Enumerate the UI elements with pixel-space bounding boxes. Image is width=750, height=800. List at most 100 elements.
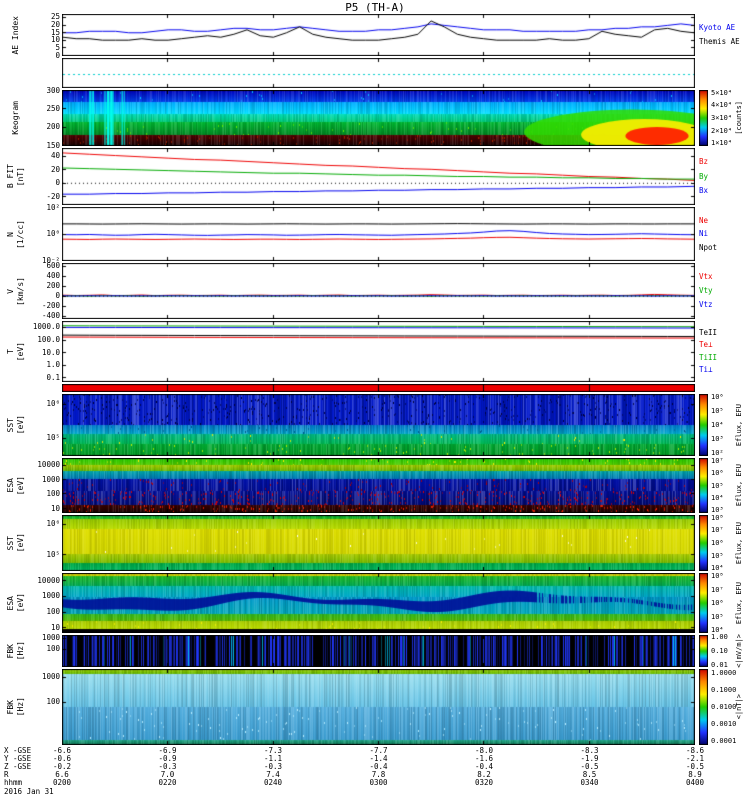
sst_ion-colorbar-tick: 10²	[711, 448, 724, 457]
axis-value: 0300	[369, 778, 388, 787]
sst_elec-colorbar	[699, 515, 708, 571]
axis-value: -0.3	[158, 762, 177, 771]
sst_elec-ylabel-unit: [eV]	[15, 533, 25, 553]
sst_ion-colorbar-tick: 10³	[711, 434, 724, 443]
ae-ylabel-text: AE Index	[10, 15, 20, 55]
t-legend-2: TiII	[699, 352, 718, 362]
n-plot-canvas	[62, 207, 695, 261]
sst_elec-colorbar-tick: 10⁸	[711, 513, 724, 522]
t-legend-0: TeII	[699, 328, 718, 338]
fbk_b-colorbar-tick: 0.0010	[711, 720, 737, 729]
panel-n: N [1/cc] 10² 10⁰ 10⁻² Ne Ni Npot	[0, 203, 750, 265]
v-plot-canvas	[62, 263, 695, 319]
sst_ion-ylabel-text: SST	[5, 417, 15, 433]
axis-value: -6.6	[52, 746, 72, 755]
panel-sst_elec: SST [eV] 10⁶ 10⁵ 10⁸ 10⁷ 10⁶ 10⁵ 10⁴ Eflux, EFU	[0, 513, 750, 573]
n-legend-1: Ni	[699, 229, 709, 238]
axis-value: 0400	[685, 778, 705, 787]
panel-ae: AE Index 25 20 15 10 5 0 Kyoto AE Themis AE	[0, 13, 750, 60]
ae-ytick: 10	[50, 35, 60, 45]
axis-value: 0200	[52, 778, 72, 787]
sst_elec-colorbar-tick: 10⁷	[711, 526, 724, 535]
axis-row-label-0: X -GSE	[4, 746, 32, 755]
n-ylabel-text: N	[5, 231, 15, 237]
ae-legend-1: Themis AE	[699, 37, 740, 46]
t-ytick: 0.1	[46, 373, 60, 383]
axis-value: 0340	[580, 778, 599, 787]
axis-value: 7.4	[266, 770, 280, 779]
esa_elec-colorbar-tick: 10⁴	[711, 626, 724, 634]
t-legend-3: Ti⊥	[699, 364, 713, 374]
esa_ion-colorbar	[699, 458, 708, 513]
keogram-ylabel: Keogram	[3, 90, 27, 146]
keogram-colorbar-tick: 4×10⁴	[711, 101, 733, 110]
bfit-ylabel-text: B FIT	[5, 164, 15, 189]
ae-plot-canvas	[62, 14, 695, 56]
esa_ion-ylabel-text: ESA	[5, 478, 15, 493]
keogram-colorbar-unit-text: [counts]	[735, 101, 743, 135]
roi-plot-canvas	[62, 384, 695, 392]
axis-value: -1.4	[369, 754, 388, 763]
panel-t: T [eV] 1000.0 100.0 10.0 1.0 0.1 TeII Te⊥ TiII Ti⊥	[0, 321, 750, 382]
panel-fbk_e: FBK [Hz] 1000 100 1.00 0.10 0.01 <|mV/m|>	[0, 632, 750, 669]
axis-value: -0.9	[158, 754, 177, 763]
fbk_b-plot-canvas	[62, 669, 695, 745]
sst_elec-colorbar-unit: Eflux, EFU	[735, 515, 743, 571]
axis-value: -1.9	[580, 754, 599, 763]
sst_ion-colorbar-tick: 10⁴	[711, 421, 724, 429]
sst_ion-colorbar-tick: 10⁶	[711, 393, 724, 402]
keogram-ytick: 200	[46, 122, 60, 132]
fbk_b-colorbar-unit: <|nT|>	[735, 669, 743, 745]
fbk_b-ytick: 1000	[41, 671, 60, 681]
esa_ion-colorbar-unit-text: Eflux, EFU	[735, 464, 743, 507]
sst_elec-ytick: 10⁶	[46, 519, 60, 529]
panel-flag	[0, 58, 750, 88]
axis-value: -0.4	[369, 762, 388, 771]
n-ytick: 10²	[46, 203, 60, 212]
fbk_e-ytick: 1000	[41, 633, 60, 643]
esa_ion-ytick: 10000	[37, 459, 60, 469]
keogram-ylabel-text: Keogram	[10, 101, 20, 135]
bfit-ytick: 0	[55, 178, 60, 188]
esa_elec-ylabel-text: ESA	[5, 595, 15, 611]
sst_elec-colorbar-tick: 10⁴	[711, 564, 724, 573]
v-ylabel-unit: [km/s]	[15, 276, 25, 306]
v-ytick: 0	[55, 291, 60, 301]
fbk_e-ytick: 100	[46, 643, 60, 653]
sst_ion-ytick: 10⁵	[46, 433, 60, 443]
flag-plot-canvas	[62, 58, 695, 88]
ae-ytick: 15	[50, 27, 60, 37]
fbk_e-colorbar-unit: <|mV/m|>	[735, 634, 743, 668]
keogram-colorbar-unit: [counts]	[735, 90, 743, 146]
fbk_e-colorbar-tick: 1.00	[711, 632, 728, 641]
panel-v: V [km/s] 600 400 200 0 -200 -400 Vtx Vty Vtz	[0, 261, 750, 320]
ae-ytick: 20	[50, 19, 60, 29]
v-ytick: 200	[46, 280, 60, 290]
keogram-colorbar-tick: 3×10⁴	[711, 114, 733, 122]
esa_elec-plot-canvas	[62, 573, 695, 633]
sst_elec-ylabel-text: SST	[5, 535, 15, 551]
ae-ytick: 0	[55, 51, 60, 60]
sst_ion-ytick: 10⁶	[46, 399, 60, 409]
bfit-ytick: 40	[50, 151, 60, 161]
axis-value: 8.5	[582, 770, 597, 779]
fbk_b-colorbar	[699, 669, 708, 745]
axis-value: -0.2	[52, 762, 72, 771]
sst_elec-colorbar-tick: 10⁵	[711, 551, 724, 560]
fbk_b-colorbar-unit-text: <|nT|>	[735, 694, 743, 720]
panel-roi	[0, 384, 750, 392]
esa_ion-ytick: 100	[46, 489, 60, 499]
panel-fbk_b: FBK [Hz] 1000 100 1.0000 0.1000 0.0100 0.0010 0.…	[0, 669, 750, 745]
axis-value: -8.0	[474, 746, 494, 755]
sst_ion-plot-canvas	[62, 394, 695, 456]
esa_elec-colorbar	[699, 573, 708, 633]
sst_elec-colorbar-unit-text: Eflux, EFU	[735, 521, 743, 565]
esa_ion-ytick: 10	[50, 503, 60, 513]
v-legend-1: Vty	[699, 286, 713, 295]
esa_ion-colorbar-tick: 10³	[711, 506, 724, 515]
axis-value: 8.9	[688, 770, 702, 779]
esa_elec-colorbar-tick: 10⁷	[711, 585, 724, 594]
axis-value: 0320	[474, 778, 494, 787]
sst_ion-colorbar-tick: 10⁵	[711, 407, 724, 416]
panel-esa_elec: ESA [eV] 10000 1000 100 10 10⁸ 10⁷ 10⁶ 10⁵ 10⁴ Eflu…	[0, 573, 750, 634]
